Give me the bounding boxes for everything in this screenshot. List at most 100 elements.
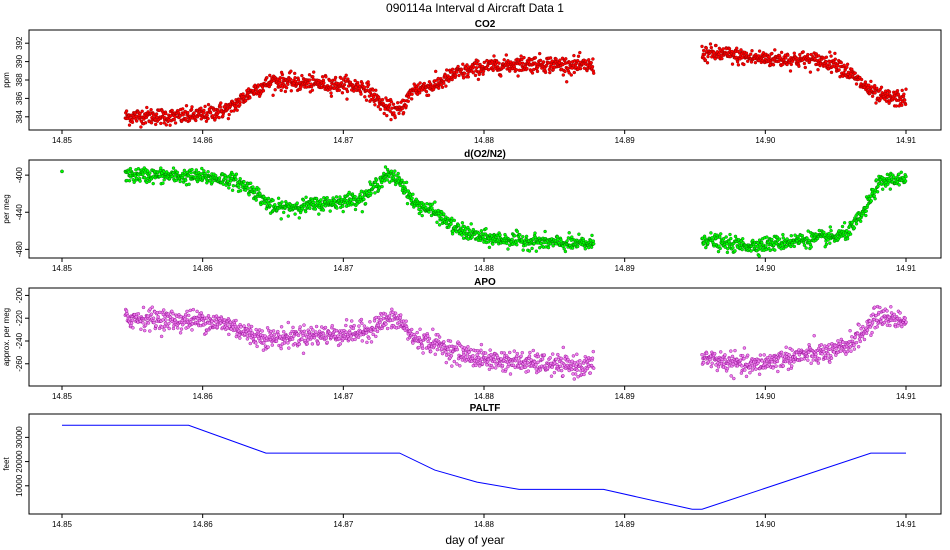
data-point: [563, 69, 567, 74]
data-point: [784, 56, 788, 60]
data-point: [903, 98, 907, 102]
data-point: [706, 54, 710, 59]
data-point: [904, 320, 908, 324]
data-point: [350, 319, 354, 323]
data-point: [534, 363, 538, 367]
data-point: [781, 364, 785, 368]
data-point: [790, 348, 794, 352]
data-point: [325, 195, 329, 200]
data-point: [849, 349, 853, 353]
data-point: [360, 339, 364, 343]
data-point: [219, 101, 223, 105]
data-point: [328, 209, 332, 213]
data-point: [440, 347, 444, 351]
data-point: [497, 61, 501, 65]
data-point: [792, 360, 796, 364]
data-point: [183, 312, 188, 317]
data-point: [487, 367, 492, 371]
data-point: [374, 334, 378, 339]
data-point: [524, 234, 529, 239]
data-point: [341, 209, 345, 214]
data-point: [812, 334, 816, 338]
data-point: [502, 58, 506, 62]
data-point: [365, 340, 369, 345]
data-point: [187, 118, 192, 123]
data-point: [392, 172, 396, 177]
data-point: [300, 206, 304, 211]
data-point: [476, 77, 481, 82]
data-point: [521, 61, 525, 65]
data-point: [733, 234, 738, 239]
x-tick-label: 14.89: [615, 136, 636, 145]
data-point: [709, 364, 713, 369]
data-point: [480, 362, 485, 366]
data-point: [426, 334, 430, 338]
data-point: [577, 232, 581, 236]
data-point: [806, 358, 810, 362]
data-point: [449, 219, 454, 224]
data-point: [344, 73, 348, 78]
data-point: [548, 70, 552, 75]
data-point: [199, 311, 204, 315]
data-point: [171, 326, 176, 331]
data-point: [702, 48, 706, 53]
data-point: [836, 339, 840, 343]
data-point: [416, 83, 420, 87]
data-point: [164, 123, 169, 127]
data-point: [498, 233, 502, 237]
data-point: [314, 324, 319, 329]
data-point: [806, 52, 810, 57]
data-point: [297, 342, 301, 346]
data-point: [278, 75, 282, 80]
data-point: [592, 242, 596, 246]
data-point: [271, 329, 276, 333]
data-point: [186, 110, 190, 115]
data-point: [803, 65, 807, 70]
data-point: [518, 233, 522, 237]
data-point: [578, 359, 582, 363]
data-point: [205, 113, 209, 118]
data-point: [141, 321, 145, 325]
data-point: [750, 368, 755, 372]
data-point: [392, 111, 396, 115]
data-point: [171, 312, 175, 316]
data-point: [836, 64, 840, 68]
data-point: [854, 82, 859, 86]
data-point: [526, 369, 530, 373]
data-point: [422, 81, 426, 86]
data-point: [363, 201, 368, 206]
data-point: [770, 51, 774, 56]
data-point: [709, 45, 713, 50]
data-point: [591, 349, 595, 354]
data-point: [805, 354, 810, 358]
x-tick-label: 14.88: [474, 520, 495, 529]
data-point: [448, 339, 453, 343]
data-point: [521, 248, 525, 252]
data-point: [359, 317, 364, 322]
data-point: [473, 73, 478, 78]
data-point: [161, 308, 166, 312]
data-point: [142, 328, 147, 333]
data-point: [425, 201, 429, 206]
data-point: [540, 357, 545, 361]
data-point: [731, 246, 735, 250]
data-point: [513, 233, 517, 238]
data-point: [575, 352, 579, 356]
data-point: [569, 73, 573, 77]
data-point: [817, 357, 821, 361]
data-point: [432, 344, 437, 348]
data-point: [499, 74, 503, 78]
data-point: [203, 104, 207, 109]
data-point: [411, 341, 415, 345]
y-tick-label: -240: [15, 332, 24, 349]
x-tick-label: 14.88: [474, 136, 495, 145]
data-point: [401, 110, 406, 115]
data-point: [254, 198, 258, 202]
data-point: [410, 97, 414, 101]
data-point: [311, 328, 315, 332]
data-point: [427, 336, 432, 341]
x-tick-label: 14.86: [193, 136, 214, 145]
data-point: [352, 323, 356, 328]
data-point: [279, 217, 283, 221]
